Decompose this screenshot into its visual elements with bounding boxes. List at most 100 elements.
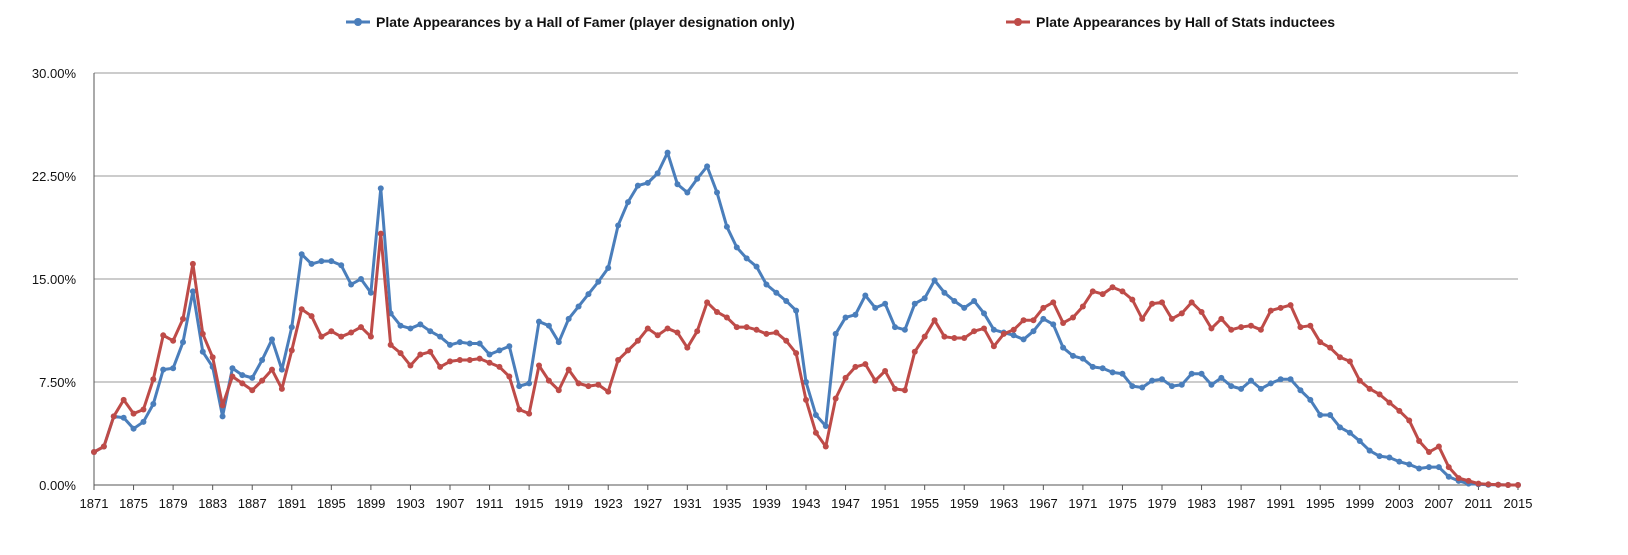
data-point-hall-of-famer xyxy=(803,379,809,385)
legend-item-hall-of-famer: Plate Appearances by a Hall of Famer (pl… xyxy=(346,14,795,30)
data-point-hall-of-stats xyxy=(832,395,839,402)
data-point-hall-of-stats xyxy=(239,380,246,387)
data-point-hall-of-famer xyxy=(951,297,958,304)
data-point-hall-of-stats xyxy=(951,335,958,342)
data-point-hall-of-stats xyxy=(773,329,780,336)
data-point-hall-of-famer xyxy=(526,380,533,387)
data-point-hall-of-famer xyxy=(1307,396,1314,403)
legend: Plate Appearances by a Hall of Famer (pl… xyxy=(0,14,1628,40)
data-point-hall-of-famer xyxy=(763,281,770,288)
data-point-hall-of-famer xyxy=(981,310,987,317)
data-point-hall-of-stats xyxy=(219,402,226,409)
data-point-hall-of-stats xyxy=(941,333,948,340)
data-point-hall-of-stats xyxy=(664,325,671,332)
x-tick-label: 1999 xyxy=(1345,496,1374,511)
data-point-hall-of-famer xyxy=(1050,321,1057,328)
data-point-hall-of-stats xyxy=(714,308,720,315)
data-point-hall-of-stats xyxy=(931,317,938,324)
data-point-hall-of-famer xyxy=(427,328,434,335)
data-point-hall-of-stats xyxy=(1346,358,1353,365)
data-point-hall-of-famer xyxy=(1435,464,1442,471)
x-tick-label: 1911 xyxy=(476,496,504,511)
data-point-hall-of-famer xyxy=(793,307,800,314)
data-point-hall-of-stats xyxy=(842,374,849,381)
x-tick-label: 2011 xyxy=(1464,496,1492,511)
data-point-hall-of-famer xyxy=(269,336,275,343)
data-point-hall-of-famer xyxy=(901,326,908,333)
x-tick-label: 1979 xyxy=(1148,496,1177,511)
data-point-hall-of-famer xyxy=(911,300,918,307)
data-point-hall-of-famer xyxy=(1149,377,1156,384)
data-point-hall-of-stats xyxy=(199,330,206,337)
data-point-hall-of-stats xyxy=(822,443,829,450)
y-tick-label: 0.00% xyxy=(39,478,76,493)
data-point-hall-of-stats xyxy=(882,368,889,375)
data-point-hall-of-famer xyxy=(941,289,948,296)
x-tick-label: 2015 xyxy=(1504,496,1533,511)
data-point-hall-of-famer xyxy=(714,189,720,196)
data-point-hall-of-stats xyxy=(1168,315,1175,322)
data-point-hall-of-stats xyxy=(990,343,997,350)
data-point-hall-of-stats xyxy=(1010,326,1017,333)
data-point-hall-of-stats xyxy=(872,377,879,384)
data-point-hall-of-famer xyxy=(160,366,167,373)
data-point-hall-of-stats xyxy=(1050,299,1057,306)
y-tick-label: 15.00% xyxy=(32,272,77,287)
data-point-hall-of-famer xyxy=(318,258,325,265)
data-point-hall-of-famer xyxy=(852,311,859,318)
data-point-hall-of-famer xyxy=(1426,464,1432,471)
data-point-hall-of-famer xyxy=(625,199,631,206)
data-point-hall-of-famer xyxy=(536,318,542,325)
x-tick-label: 1975 xyxy=(1108,496,1137,511)
x-tick-label: 1915 xyxy=(515,496,544,511)
data-point-hall-of-stats xyxy=(427,348,434,355)
legend-item-hall-of-stats: Plate Appearances by Hall of Stats induc… xyxy=(1006,14,1335,30)
data-point-hall-of-stats xyxy=(1208,325,1215,332)
data-point-hall-of-stats xyxy=(565,366,572,373)
data-point-hall-of-stats xyxy=(1426,449,1432,456)
data-point-hall-of-stats xyxy=(1406,417,1413,424)
data-point-hall-of-famer xyxy=(278,366,285,373)
data-point-hall-of-famer xyxy=(555,339,562,346)
data-point-hall-of-famer xyxy=(229,365,236,372)
series-line-hall-of-famer xyxy=(93,151,1518,487)
data-point-hall-of-stats xyxy=(1396,407,1403,414)
x-tick-label: 1935 xyxy=(712,496,741,511)
x-tick-label: 1891 xyxy=(277,496,306,511)
data-point-hall-of-stats xyxy=(397,350,404,357)
data-point-hall-of-stats xyxy=(1040,304,1047,311)
data-point-hall-of-stats xyxy=(1000,330,1007,337)
data-point-hall-of-famer xyxy=(723,223,730,230)
data-point-hall-of-stats xyxy=(308,313,315,320)
data-point-hall-of-famer xyxy=(1218,374,1225,381)
legend-marker-hall-of-famer xyxy=(346,18,370,26)
data-point-hall-of-famer xyxy=(822,422,829,429)
data-point-hall-of-famer xyxy=(545,322,552,329)
data-point-hall-of-stats xyxy=(1455,475,1462,482)
data-point-hall-of-stats xyxy=(1198,308,1205,315)
data-point-hall-of-stats xyxy=(170,337,177,344)
data-point-hall-of-stats xyxy=(278,385,285,392)
data-point-hall-of-famer xyxy=(1356,438,1363,445)
data-point-hall-of-famer xyxy=(1188,370,1195,377)
data-point-hall-of-famer xyxy=(1317,411,1324,418)
data-point-hall-of-famer xyxy=(1267,380,1274,387)
y-tick-label: 7.50% xyxy=(39,375,76,390)
data-point-hall-of-stats xyxy=(585,383,592,390)
data-point-hall-of-famer xyxy=(130,425,137,432)
data-point-hall-of-stats xyxy=(971,328,978,335)
data-point-hall-of-stats xyxy=(921,333,928,340)
x-tick-label: 1931 xyxy=(673,496,702,511)
data-point-hall-of-famer xyxy=(1297,387,1304,394)
data-point-hall-of-stats xyxy=(723,314,730,321)
data-point-hall-of-famer xyxy=(565,315,572,322)
data-point-hall-of-stats xyxy=(1287,302,1294,309)
x-tick-label: 1875 xyxy=(119,496,148,511)
x-tick-label: 1987 xyxy=(1227,496,1256,511)
data-point-hall-of-stats xyxy=(1366,385,1373,392)
data-point-hall-of-stats xyxy=(753,326,760,333)
data-point-hall-of-stats xyxy=(783,337,790,344)
data-point-hall-of-stats xyxy=(674,329,681,336)
data-point-hall-of-famer xyxy=(1257,385,1264,392)
